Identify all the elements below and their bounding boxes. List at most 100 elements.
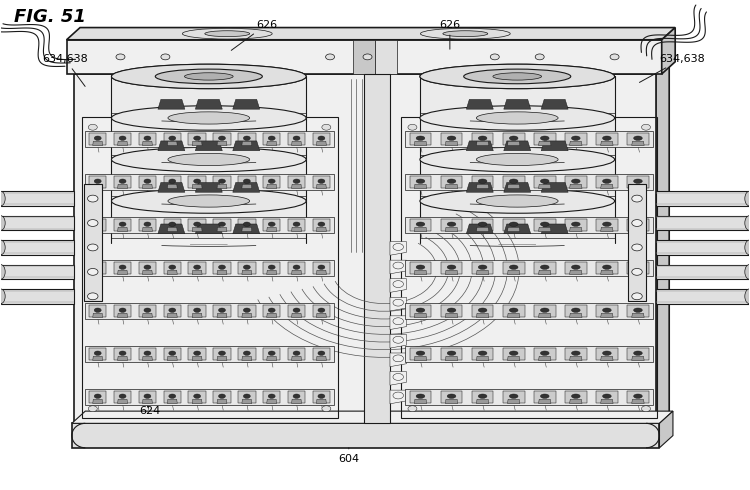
Ellipse shape	[168, 153, 250, 166]
Polygon shape	[538, 227, 551, 232]
Polygon shape	[601, 313, 613, 318]
Ellipse shape	[144, 179, 151, 183]
Ellipse shape	[119, 179, 126, 183]
Polygon shape	[569, 270, 582, 274]
Ellipse shape	[243, 265, 250, 270]
Polygon shape	[188, 176, 206, 188]
Ellipse shape	[112, 106, 306, 130]
Polygon shape	[67, 40, 662, 74]
Text: 634,638: 634,638	[640, 54, 705, 82]
Polygon shape	[213, 263, 231, 274]
Polygon shape	[86, 389, 334, 405]
Polygon shape	[565, 305, 586, 317]
Polygon shape	[89, 263, 106, 274]
Ellipse shape	[541, 222, 549, 226]
Polygon shape	[466, 99, 494, 109]
Polygon shape	[569, 356, 582, 361]
Polygon shape	[534, 133, 556, 145]
Polygon shape	[569, 399, 582, 404]
Ellipse shape	[88, 269, 98, 275]
Ellipse shape	[634, 351, 642, 355]
Polygon shape	[1, 240, 74, 255]
Ellipse shape	[408, 124, 417, 130]
Polygon shape	[114, 305, 131, 317]
Polygon shape	[89, 220, 106, 231]
Ellipse shape	[205, 31, 250, 37]
Polygon shape	[267, 184, 277, 189]
Ellipse shape	[94, 265, 101, 270]
Polygon shape	[534, 348, 556, 360]
Polygon shape	[164, 305, 181, 317]
Ellipse shape	[144, 222, 151, 226]
Polygon shape	[538, 141, 551, 146]
Ellipse shape	[509, 222, 518, 226]
Ellipse shape	[572, 136, 580, 140]
Ellipse shape	[420, 64, 614, 89]
Polygon shape	[72, 423, 659, 448]
Ellipse shape	[144, 265, 151, 270]
Polygon shape	[503, 392, 524, 403]
Ellipse shape	[112, 147, 306, 172]
Polygon shape	[410, 176, 431, 188]
Polygon shape	[508, 141, 520, 146]
Polygon shape	[142, 313, 152, 318]
Polygon shape	[195, 224, 222, 234]
Polygon shape	[232, 182, 260, 192]
Ellipse shape	[478, 265, 487, 270]
Polygon shape	[242, 399, 252, 404]
Polygon shape	[217, 227, 227, 232]
Polygon shape	[139, 220, 156, 231]
Ellipse shape	[416, 222, 424, 226]
Polygon shape	[167, 270, 177, 274]
Polygon shape	[213, 133, 231, 145]
Ellipse shape	[490, 54, 500, 60]
Ellipse shape	[416, 394, 424, 398]
Ellipse shape	[322, 406, 331, 412]
Polygon shape	[89, 392, 106, 403]
Ellipse shape	[168, 112, 250, 124]
Ellipse shape	[293, 351, 300, 355]
Polygon shape	[118, 141, 128, 146]
Ellipse shape	[194, 222, 200, 226]
Polygon shape	[86, 131, 334, 147]
Ellipse shape	[112, 64, 306, 89]
Polygon shape	[89, 348, 106, 360]
Polygon shape	[596, 305, 618, 317]
Ellipse shape	[169, 222, 176, 226]
Polygon shape	[167, 141, 177, 146]
Ellipse shape	[632, 244, 642, 251]
Ellipse shape	[447, 394, 456, 398]
Polygon shape	[420, 118, 614, 155]
Text: 634,638: 634,638	[42, 54, 88, 86]
Ellipse shape	[634, 179, 642, 183]
Ellipse shape	[572, 222, 580, 226]
Ellipse shape	[416, 308, 424, 312]
Polygon shape	[188, 263, 206, 274]
Polygon shape	[410, 133, 431, 145]
Polygon shape	[74, 62, 669, 74]
Ellipse shape	[94, 394, 101, 398]
Polygon shape	[538, 184, 551, 189]
Polygon shape	[405, 346, 653, 362]
Polygon shape	[267, 227, 277, 232]
Polygon shape	[627, 263, 649, 274]
Ellipse shape	[572, 394, 580, 398]
Polygon shape	[195, 182, 222, 192]
Polygon shape	[263, 305, 280, 317]
Ellipse shape	[326, 54, 334, 60]
Polygon shape	[508, 270, 520, 274]
Polygon shape	[158, 99, 184, 109]
Polygon shape	[217, 184, 227, 189]
Ellipse shape	[447, 222, 456, 226]
Polygon shape	[627, 133, 649, 145]
Polygon shape	[420, 159, 614, 196]
Polygon shape	[446, 399, 458, 404]
Ellipse shape	[641, 406, 650, 412]
Ellipse shape	[602, 394, 611, 398]
Polygon shape	[472, 348, 494, 360]
Polygon shape	[292, 313, 302, 318]
Polygon shape	[267, 399, 277, 404]
Polygon shape	[313, 305, 330, 317]
Ellipse shape	[144, 351, 151, 355]
Polygon shape	[288, 220, 305, 231]
